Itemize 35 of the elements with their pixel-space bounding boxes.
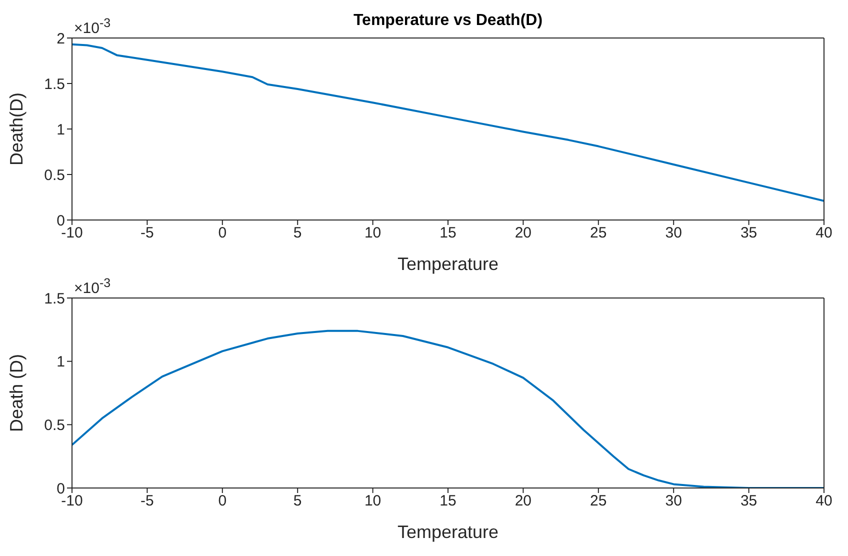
- x-tick-label: 0: [218, 224, 227, 242]
- chart-title: Temperature vs Death(D): [353, 12, 543, 29]
- y-tick-label: 0.5: [44, 416, 65, 434]
- y-tick-label: 1.5: [44, 76, 65, 93]
- x-tick-label: 15: [440, 492, 456, 510]
- text: ×10$^{-3}$: [74, 276, 111, 297]
- x-tick-label: 0: [218, 492, 227, 510]
- y-tick-label: 1.5: [44, 290, 65, 308]
- x-tick-label: 40: [816, 492, 832, 510]
- y-tick-label: 2: [56, 30, 65, 48]
- x-tick-label: 20: [514, 492, 532, 510]
- x-axis-title: Temperature: [397, 254, 499, 274]
- x-tick-label: 5: [293, 224, 302, 242]
- x-tick-label: 30: [665, 492, 682, 510]
- x-tick-label: 10: [364, 224, 382, 242]
- x-tick-label: -5: [140, 492, 154, 510]
- x-tick-label: 20: [514, 224, 532, 242]
- x-axis-title: Temperature: [397, 522, 499, 542]
- x-tick-label: 25: [590, 492, 607, 510]
- x-tick-label: -5: [140, 224, 154, 242]
- y-axis-title: Death(D): [6, 92, 26, 166]
- y-tick-label: 0.5: [44, 166, 65, 184]
- y-tick-label: 1: [56, 121, 65, 138]
- x-tick-label: 35: [740, 492, 758, 510]
- x-tick-label: 15: [440, 224, 456, 242]
- x-tick-label: 35: [740, 224, 758, 242]
- text: ×10$^{-3}$: [74, 16, 111, 37]
- x-tick-label: 30: [665, 224, 682, 242]
- y-axis-title: Death (D): [6, 354, 26, 432]
- x-tick-label: 5: [293, 492, 302, 510]
- x-tick-label: 40: [816, 224, 832, 242]
- x-tick-label: 25: [590, 224, 607, 242]
- line-series: [72, 43, 824, 202]
- x-tick-label: 10: [364, 492, 382, 510]
- y-tick-label: 1: [56, 354, 65, 371]
